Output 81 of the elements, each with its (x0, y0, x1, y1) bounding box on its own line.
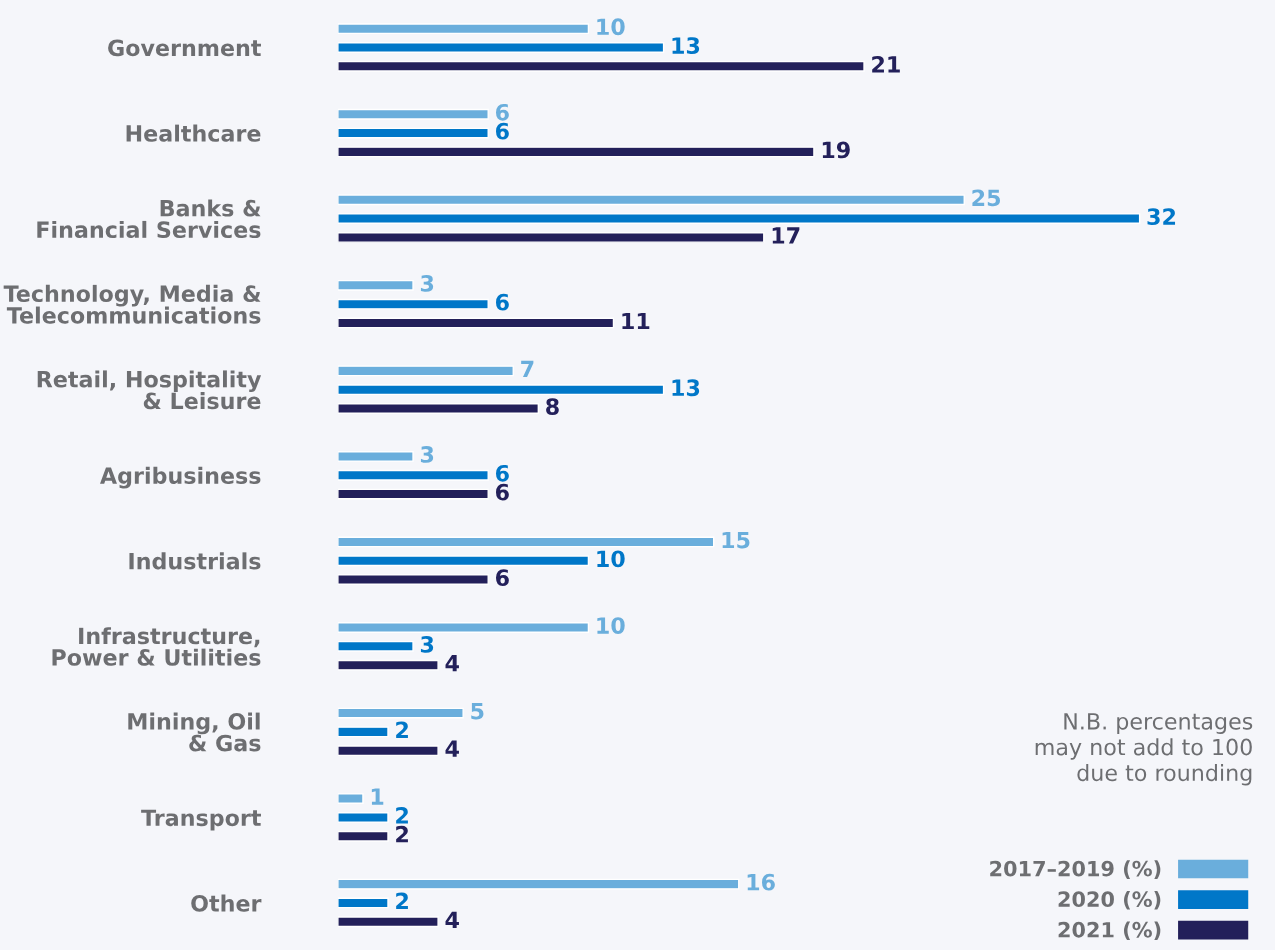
data-label: 2 (396, 721, 408, 738)
y-tick-label: Mining, Oil & Gas (128, 712, 261, 752)
data-label: 1 (371, 788, 384, 805)
bar (337, 451, 414, 462)
bar (337, 403, 540, 414)
legend-label: 2017–2019 (%) (990, 860, 1161, 879)
data-label: 17 (772, 227, 800, 244)
bar (337, 42, 665, 53)
bar (337, 279, 414, 291)
y-tick-label: Industrials (129, 552, 261, 570)
y-tick-label: Technology, Media & Telecommunications (3, 284, 261, 324)
bar (337, 488, 489, 500)
y-tick-label: Retail, Hospitality & Leisure (37, 370, 262, 410)
bar (337, 60, 865, 72)
data-label: 6 (495, 293, 509, 311)
data-label: 8 (546, 398, 559, 415)
data-label: 4 (445, 911, 459, 928)
data-label: 6 (495, 122, 509, 140)
bar (337, 213, 1141, 225)
data-label: 3 (420, 446, 434, 463)
bar (337, 916, 439, 928)
bar (337, 793, 364, 804)
bar (337, 640, 414, 652)
data-label: 6 (495, 103, 509, 121)
bar (337, 146, 815, 158)
data-label: 19 (822, 141, 850, 159)
bar (337, 622, 590, 633)
bar (337, 23, 590, 35)
bar (337, 726, 389, 738)
data-label: 6 (495, 483, 509, 501)
y-tick-label: Banks & Financial Services (37, 199, 261, 239)
data-label: 2 (396, 825, 408, 843)
y-tick-label: Agribusiness (100, 466, 261, 489)
bar (337, 108, 489, 120)
bar (337, 298, 489, 310)
y-tick-label: Infrastructure, Power & Utilities (52, 627, 261, 666)
bar (337, 232, 765, 243)
data-label: 4 (445, 655, 459, 672)
annotation: N.B. percentages may not add to 100 due to rounding (1035, 713, 1253, 786)
data-label: 6 (495, 464, 509, 482)
data-label: 3 (420, 635, 434, 653)
legend-label: 2021 (%) (1058, 921, 1161, 941)
bar (337, 536, 715, 548)
data-label: 3 (420, 274, 434, 292)
bar (337, 365, 514, 377)
bar (337, 127, 489, 139)
data-label: 10 (597, 550, 625, 568)
bar (337, 897, 389, 909)
data-label: 4 (445, 740, 459, 757)
bar (337, 707, 464, 719)
data-label: 32 (1147, 208, 1176, 226)
bar (337, 830, 389, 842)
data-label: 6 (495, 569, 509, 587)
bar (337, 194, 965, 206)
y-tick-label: Government (108, 39, 261, 57)
data-label: 21 (872, 55, 900, 73)
data-label: 16 (747, 873, 775, 891)
bar (337, 384, 665, 396)
bar (337, 317, 615, 329)
data-label: 10 (597, 617, 625, 634)
data-label: 5 (471, 702, 484, 720)
bar (337, 659, 439, 671)
data-label: 7 (521, 360, 534, 378)
data-label: 25 (972, 189, 1001, 207)
bar (337, 745, 439, 757)
y-tick-label: Transport (141, 809, 261, 831)
data-label: 13 (672, 37, 700, 54)
legend-label: 2020 (%) (1058, 890, 1161, 910)
y-tick-label: Healthcare (126, 124, 261, 142)
bar (337, 878, 740, 890)
data-label: 2 (396, 892, 408, 910)
bar (337, 574, 489, 585)
data-label: 10 (597, 18, 625, 36)
y-tick-label: Other (191, 894, 262, 912)
bar (337, 812, 389, 823)
data-label: 13 (672, 379, 700, 397)
bar (337, 555, 590, 567)
data-label: 11 (622, 312, 650, 330)
bar (337, 469, 489, 481)
data-label: 15 (722, 531, 750, 549)
data-label: 2 (396, 807, 408, 824)
